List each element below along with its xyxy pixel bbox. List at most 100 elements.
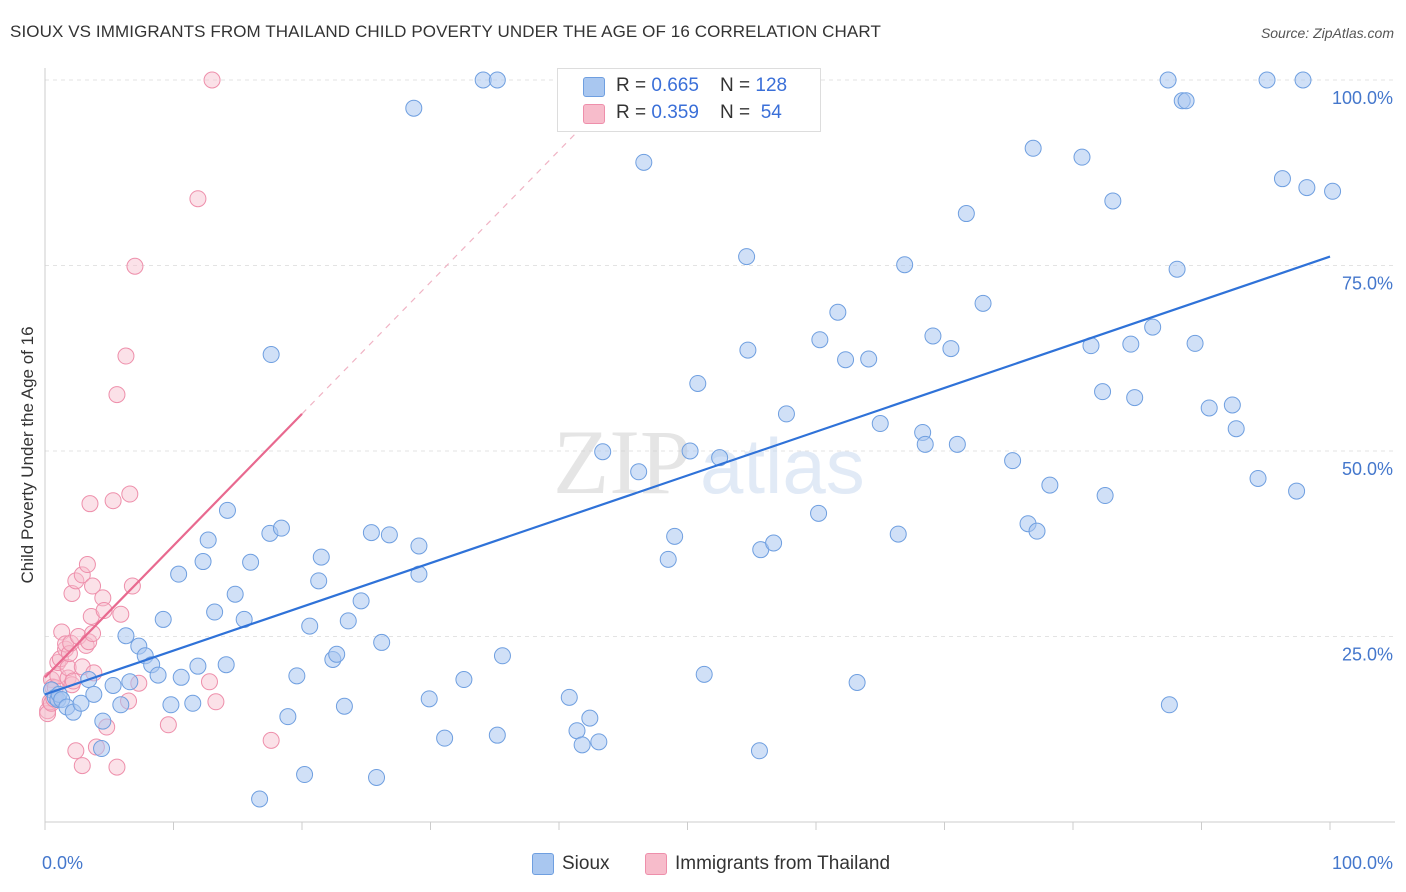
sioux-point [251, 790, 269, 808]
bottom-legend-swatch-thailand [645, 853, 667, 875]
watermark-atlas: atlas [700, 422, 865, 510]
sioux-point [777, 405, 795, 423]
y-tick-label: 75.0% [1342, 274, 1393, 294]
x-tick-label: 0.0% [42, 853, 83, 873]
sioux-point [199, 531, 217, 549]
thailand-trend-dashed [301, 79, 629, 415]
sioux-point [1096, 487, 1114, 505]
thailand-point [112, 605, 130, 623]
thailand-point [262, 731, 280, 749]
sioux-point [362, 524, 380, 542]
sioux-point [837, 351, 855, 369]
sioux-point [1160, 696, 1178, 714]
sioux-point [104, 676, 122, 694]
sioux-point [474, 71, 492, 89]
sioux-point [154, 610, 172, 628]
sioux-point [373, 633, 391, 651]
sioux-point [217, 656, 235, 674]
bottom-legend-label-thailand: Immigrants from Thailand [675, 853, 891, 874]
thailand-trend-extension [301, 79, 629, 415]
sioux-point [93, 740, 111, 758]
sioux-point [380, 526, 398, 544]
sioux-point [272, 519, 290, 537]
sioux-point [194, 553, 212, 571]
y-tick-label: 25.0% [1342, 645, 1393, 665]
sioux-point [568, 722, 586, 740]
sioux-point [1177, 92, 1195, 110]
thailand-point [73, 757, 91, 775]
sioux-point [1223, 396, 1241, 414]
sioux-point [1041, 476, 1059, 494]
sioux-point [368, 768, 386, 786]
sioux-point [1024, 139, 1042, 157]
legend-thailand-stats: R = 0.359 N = 54 [616, 102, 782, 123]
sioux-point [310, 572, 328, 590]
sioux-point [630, 463, 648, 481]
watermark-zip: ZIP [553, 411, 691, 513]
thailand-point [104, 492, 122, 510]
chart-source: Source: ZipAtlas.com [1260, 25, 1394, 41]
legend-sioux-stats: R = 0.665 N = 128 [616, 75, 788, 96]
sioux-point [1144, 318, 1162, 336]
thailand-point [78, 556, 96, 574]
sioux-point [218, 501, 236, 519]
sioux-point [262, 346, 280, 364]
sioux-point [72, 694, 90, 712]
sioux-point [170, 565, 188, 583]
sioux-point [573, 736, 591, 754]
sioux-point [689, 374, 707, 392]
sioux-point [488, 71, 506, 89]
sioux-point [279, 708, 297, 726]
sioux-point [410, 537, 428, 555]
thailand-point [59, 659, 77, 677]
sioux-point [1122, 335, 1140, 353]
sioux-point [916, 435, 934, 453]
sioux-point [1298, 179, 1316, 197]
x-tick-label: 100.0% [1332, 853, 1393, 873]
sioux-point [184, 694, 202, 712]
bottom-legend-label-sioux: Sioux [562, 853, 610, 874]
sioux-point [288, 667, 306, 685]
tick-labels: 25.0% 50.0% 75.0% 100.0% 0.0% 100.0% [42, 88, 1393, 873]
sioux-point [1126, 389, 1144, 407]
sioux-point [189, 657, 207, 675]
sioux-point [871, 415, 889, 433]
thailand-point [67, 742, 85, 760]
sioux-point [810, 504, 828, 522]
sioux-point [581, 709, 599, 727]
thailand-point [203, 71, 221, 89]
thailand-point [84, 577, 102, 595]
sioux-point [1227, 420, 1245, 438]
y-tick-label: 100.0% [1332, 88, 1393, 108]
watermark: ZIP atlas [553, 411, 865, 513]
sioux-point [560, 688, 578, 706]
thailand-trend-line [44, 413, 303, 679]
sioux-point [1104, 192, 1122, 210]
sioux-point [149, 666, 167, 684]
sioux-point [312, 548, 330, 566]
sioux-point [957, 205, 975, 223]
thailand-point [108, 386, 126, 404]
sioux-point [1258, 71, 1276, 89]
sioux-point [1288, 482, 1306, 500]
gridlines [45, 79, 1395, 637]
trend-lines [44, 255, 1331, 696]
sioux-points [42, 71, 1342, 808]
sioux-point [889, 525, 907, 543]
sioux-point [829, 303, 847, 321]
thailand-point [63, 584, 81, 602]
sioux-point [695, 665, 713, 683]
thailand-point [57, 635, 75, 653]
sioux-point [1273, 170, 1291, 188]
sioux-point [1200, 399, 1218, 417]
sioux-point [242, 553, 260, 571]
thailand-point [67, 572, 85, 590]
sioux-point [301, 617, 319, 635]
sioux-point [765, 534, 783, 552]
sioux-point [1094, 383, 1112, 401]
thailand-point [117, 347, 135, 365]
sioux-trend-line [44, 255, 1331, 696]
sioux-point [339, 612, 357, 630]
thailand-point [84, 625, 102, 643]
